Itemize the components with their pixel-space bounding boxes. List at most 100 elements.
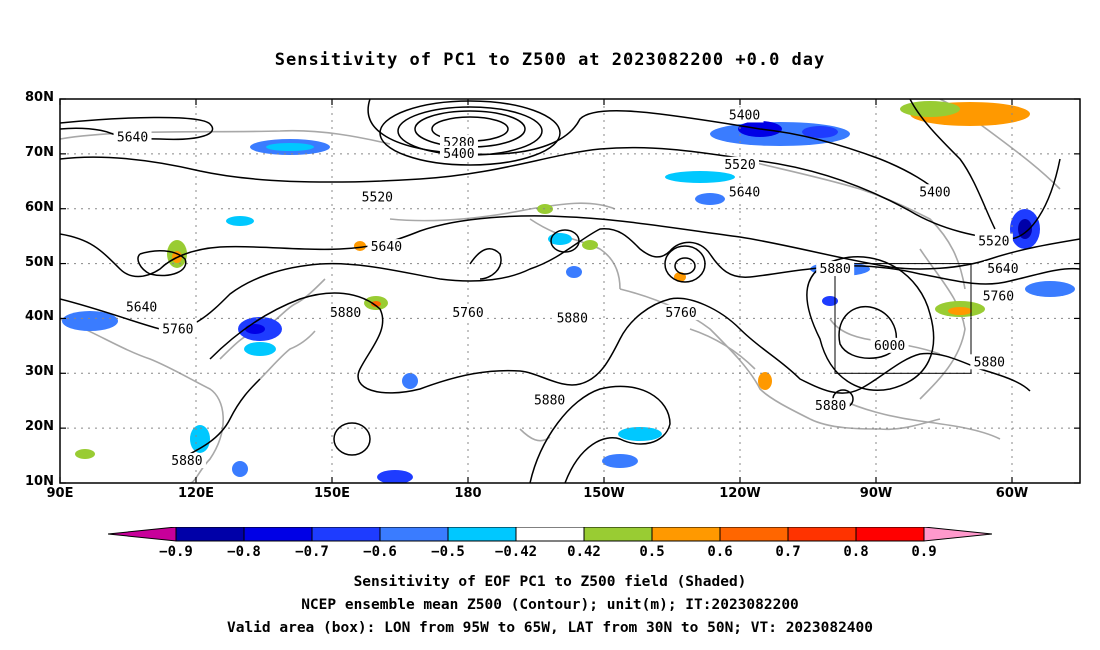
lat-tick-label: 20N <box>25 419 54 435</box>
colorbar-swatch <box>583 527 653 542</box>
contour-label: 6000 <box>874 339 905 354</box>
contour-label: 5760 <box>162 322 193 337</box>
contour-label-bg <box>158 321 197 337</box>
colorbar-swatch <box>243 527 313 542</box>
contour-label: 5400 <box>919 185 950 200</box>
colorbar-label: 0.7 <box>775 544 801 560</box>
valid-area-box <box>834 263 972 374</box>
colorbar-swatch <box>651 527 721 542</box>
contour-label-bg <box>816 261 855 277</box>
colorbar-label: 0.5 <box>639 544 665 560</box>
contour-label: 5880 <box>330 306 361 321</box>
lat-tick-label: 80N <box>25 90 54 105</box>
colorbar-label: −0.6 <box>363 544 397 560</box>
colorbar-swatch <box>787 527 857 542</box>
contour-label: 5760 <box>452 306 483 321</box>
contour-label-bg <box>530 392 569 408</box>
contour-label: 5760 <box>665 306 696 321</box>
coastlines <box>60 99 1061 483</box>
contour-label: 5520 <box>724 158 755 173</box>
lat-tick-label: 30N <box>25 364 54 380</box>
contour-label: 5640 <box>117 130 148 145</box>
contour-label: 5520 <box>362 191 393 206</box>
contour-label: 5400 <box>729 108 760 123</box>
contour-label: 5880 <box>974 355 1005 370</box>
contour-label-bg <box>167 453 206 469</box>
colorbar-label: 0.8 <box>843 544 869 560</box>
map-frame <box>59 98 1081 484</box>
contour-label: 5760 <box>983 289 1014 304</box>
z500-contours <box>60 99 1080 483</box>
contour-label-bg <box>662 304 701 320</box>
contour-label-bg <box>983 261 1022 277</box>
map-canvas: 5280540054005400552055205520564056405640… <box>59 98 1081 484</box>
contour-label-bg <box>326 304 365 320</box>
colorbar-label: −0.7 <box>295 544 329 560</box>
contour-label-bg <box>970 354 1009 370</box>
contour-label: 5880 <box>171 454 202 469</box>
contour-label-bg <box>358 189 397 205</box>
colorbar-label: 0.42 <box>567 544 601 560</box>
contour-label-bg <box>721 156 759 172</box>
colorbar-label: −0.5 <box>431 544 465 560</box>
footer-line-3: Valid area (box): LON from 95W to 65W, L… <box>226 620 873 636</box>
colorbar-swatch <box>855 527 925 542</box>
colorbar-label: 0.6 <box>707 544 733 560</box>
lon-tick-label: 120W <box>719 486 761 501</box>
contour-label: 5880 <box>815 399 846 414</box>
contour-label-bg <box>113 129 152 145</box>
contour-label-bg <box>122 299 161 315</box>
contour-label-bg <box>811 398 850 414</box>
colorbar-label: −0.9 <box>159 544 193 560</box>
colorbar-label: 0.9 <box>911 544 937 560</box>
colorbar-swatch <box>515 527 585 542</box>
contour-labels: 5280540054005400552055205520564056405640… <box>113 107 1022 469</box>
lon-tick-label: 150E <box>313 486 351 501</box>
lat-tick-label: 70N <box>25 144 54 160</box>
contour-label: 5880 <box>534 394 565 409</box>
contour-label: 5400 <box>443 147 474 162</box>
contour-label-bg <box>870 337 909 353</box>
contour-label-bg <box>915 184 954 200</box>
colorbar-swatch <box>311 527 381 542</box>
contour-label: 5640 <box>987 262 1018 277</box>
contour-label: 5880 <box>820 262 851 277</box>
contour-label: 5640 <box>126 300 157 315</box>
contour-label-bg <box>974 233 1013 249</box>
lon-tick-label: 60W <box>995 486 1029 501</box>
sensitivity-shading <box>62 101 1075 483</box>
gridlines <box>60 99 1080 483</box>
contour-label: 5520 <box>978 235 1009 250</box>
contour-label-bg <box>725 107 764 123</box>
contour-label-bg <box>367 239 406 255</box>
colorbar-swatch <box>447 527 517 542</box>
colorbar-swatch <box>719 527 789 542</box>
lat-tick-label: 50N <box>25 254 54 270</box>
lon-tick-label: 180 <box>454 486 482 501</box>
contour-label: 5640 <box>729 185 760 200</box>
lat-tick-label: 40N <box>25 309 54 325</box>
colorbar-swatch <box>379 527 449 542</box>
colorbar-swatch <box>108 527 177 542</box>
contour-label-bg <box>725 184 764 200</box>
lon-tick-label: 120E <box>177 486 215 501</box>
contour-label-bg <box>553 310 592 326</box>
lon-tick-label: 90E <box>46 486 74 501</box>
footer-line-2: NCEP ensemble mean Z500 (Contour); unit(… <box>301 597 799 613</box>
lat-tick-label: 10N <box>25 474 54 489</box>
colorbar-label: −0.8 <box>227 544 261 560</box>
lon-tick-label: 150W <box>583 486 625 501</box>
colorbar-swatch <box>923 527 992 542</box>
contour-label-bg <box>979 288 1018 304</box>
colorbar-swatch <box>175 527 245 542</box>
contour-label-bg <box>439 145 478 161</box>
contour-label-bg <box>449 304 487 320</box>
axis-ticks <box>59 98 1080 484</box>
colorbar <box>108 527 992 542</box>
map-panel: 5280 5400 5400 5400 5520 5520 5520 5640 5640 5640… <box>25 90 1081 501</box>
lon-tick-label: 90W <box>859 486 893 501</box>
colorbar-label: −0.42 <box>494 544 538 560</box>
footer-line-1: Sensitivity of EOF PC1 to Z500 field (Sh… <box>353 574 747 590</box>
contour-label: 5880 <box>557 311 588 326</box>
contour-label: 5640 <box>371 240 402 255</box>
